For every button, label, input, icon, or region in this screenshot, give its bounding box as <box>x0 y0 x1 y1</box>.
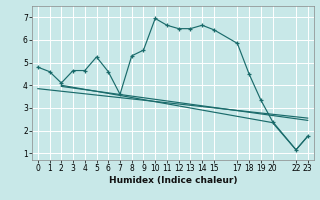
X-axis label: Humidex (Indice chaleur): Humidex (Indice chaleur) <box>108 176 237 185</box>
